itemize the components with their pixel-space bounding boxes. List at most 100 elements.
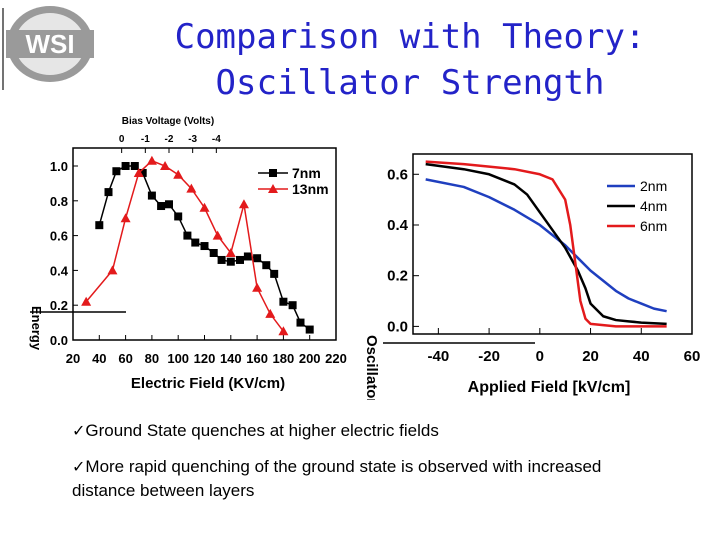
data-point-7nm — [164, 200, 173, 209]
data-point-7nm — [279, 297, 288, 306]
x-tick-label: 60 — [684, 348, 701, 365]
data-point-7nm — [157, 202, 166, 211]
data-point-7nm — [112, 167, 121, 176]
plot-frame — [412, 153, 693, 335]
y-tick-label: 0.4 — [50, 263, 69, 278]
y-tick-label: 0.8 — [50, 194, 68, 209]
legend-label-6nm: 6nm — [640, 218, 667, 234]
y-tick-label: 0.0 — [387, 318, 408, 335]
data-point-7nm — [209, 249, 218, 257]
x-tick-label: 20 — [582, 348, 599, 365]
data-point-7nm — [288, 301, 297, 310]
data-point-13nm — [212, 230, 223, 240]
top-tick-label: -1 — [141, 134, 150, 145]
data-point-7nm — [183, 231, 192, 240]
y-axis-label: Energy — [29, 306, 44, 351]
bullet-2-text: More rapid quenching of the ground state… — [72, 457, 602, 500]
y-tick-label: 0.2 — [50, 298, 68, 313]
data-point-7nm — [104, 188, 113, 197]
data-point-7nm — [121, 162, 130, 170]
data-point-13nm — [186, 183, 197, 193]
y-tick-label: 1.0 — [50, 159, 68, 174]
data-point-13nm — [252, 282, 263, 292]
data-point-7nm — [270, 269, 279, 278]
y-tick-label: 0.4 — [387, 217, 409, 234]
data-point-7nm — [243, 252, 252, 261]
data-point-7nm — [191, 238, 200, 247]
data-point-7nm — [236, 255, 245, 264]
data-point-7nm — [226, 257, 235, 266]
legend-label-7nm: 7nm — [292, 165, 321, 181]
series-line-13nm — [85, 159, 284, 332]
x-tick-label: 220 — [325, 351, 347, 366]
x-tick-label: 80 — [145, 351, 159, 366]
x-axis-label: Electric Field (KV/cm) — [131, 375, 285, 392]
legend-label-2nm: 2nm — [640, 178, 667, 194]
data-point-7nm — [200, 242, 209, 251]
data-point-13nm — [173, 169, 184, 179]
data-point-7nm — [217, 255, 226, 264]
x-tick-label: 60 — [118, 351, 132, 366]
data-point-7nm — [147, 191, 156, 200]
data-point-13nm — [120, 213, 131, 223]
x-tick-label: 120 — [194, 351, 216, 366]
data-point-7nm — [130, 162, 139, 170]
checkmark-icon: ✓ — [72, 457, 86, 476]
title-line-1: Comparison with Theory: — [174, 17, 646, 57]
wsi-logo: WSI — [2, 6, 94, 90]
slide-title: Comparison with Theory: Oscillator Stren… — [110, 14, 710, 106]
data-point-13nm — [265, 308, 276, 318]
data-point-13nm — [199, 202, 210, 212]
y-axis-label: Oscillator Strength — [363, 335, 380, 400]
y-tick-label: 0.0 — [50, 333, 68, 348]
data-point-13nm — [107, 265, 118, 275]
x-tick-label: 180 — [273, 351, 295, 366]
y-tick-label: 0.6 — [387, 166, 408, 183]
x-tick-label: 200 — [299, 351, 321, 366]
y-tick-label: 0.2 — [387, 268, 408, 285]
top-tick-label: -2 — [165, 134, 174, 145]
top-axis-label: Bias Voltage (Volts) — [122, 116, 214, 127]
top-tick-label: 0 — [119, 134, 125, 145]
series-line-2nm — [425, 178, 667, 313]
oscillator-strength-chart: -40 -20 0 20 40 60 Applied Field [kV/cm] 0.0 0.2… — [363, 153, 701, 400]
data-point-13nm — [225, 248, 236, 257]
series-line-6nm — [425, 160, 667, 328]
data-point-7nm — [95, 221, 104, 230]
x-tick-label: 100 — [167, 351, 189, 366]
x-axis-label: Applied Field [kV/cm] — [468, 379, 631, 396]
y-tick-label: 0.6 — [50, 229, 68, 244]
title-line-2: Oscillator Strength — [215, 63, 605, 103]
legend-label-13nm: 13nm — [292, 181, 329, 197]
data-point-7nm — [138, 168, 147, 177]
x-tick-label: 40 — [633, 348, 650, 365]
bullet-1: ✓Ground State quenches at higher electri… — [72, 419, 672, 443]
legend-marker-13nm — [268, 184, 278, 193]
legend-label-4nm: 4nm — [640, 198, 667, 214]
logo-text: WSI — [25, 29, 74, 59]
data-point-13nm — [146, 155, 157, 165]
bullet-1-text: Ground State quenches at higher electric… — [85, 421, 439, 440]
x-tick-label: 0 — [536, 348, 544, 365]
x-tick-label: -20 — [478, 348, 500, 365]
x-tick-label: -40 — [428, 348, 450, 365]
data-point-7nm — [253, 254, 262, 263]
x-tick-label: 20 — [66, 351, 80, 366]
x-tick-label: 160 — [246, 351, 268, 366]
data-point-7nm — [305, 325, 314, 334]
checkmark-icon: ✓ — [72, 421, 86, 440]
energy-vs-field-chart: Bias Voltage (Volts) 0 -1 -2 -3 -4 20 40 60 80 100… — [29, 116, 347, 392]
legend-marker-7nm — [269, 169, 277, 177]
data-point-13nm — [278, 326, 289, 336]
data-point-7nm — [296, 318, 305, 327]
data-point-13nm — [133, 167, 144, 177]
series-line-4nm — [425, 162, 667, 326]
data-point-13nm — [160, 161, 171, 170]
bullet-2: ✓More rapid quenching of the ground stat… — [72, 455, 632, 503]
top-tick-label: -4 — [212, 134, 221, 145]
data-point-7nm — [174, 212, 183, 221]
data-point-7nm — [262, 261, 271, 270]
data-point-13nm — [238, 199, 249, 209]
top-tick-label: -3 — [188, 134, 197, 145]
data-point-13nm — [81, 296, 92, 306]
